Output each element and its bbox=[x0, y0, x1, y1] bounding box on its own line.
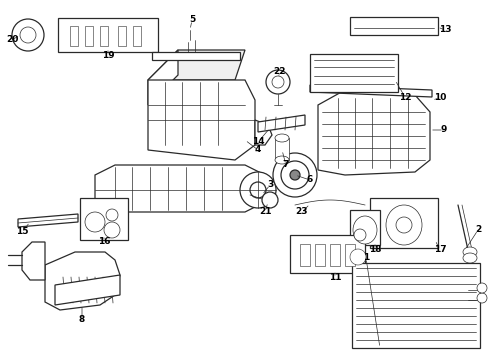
Bar bbox=[80, 198, 128, 240]
Bar bbox=[351, 263, 479, 348]
Text: 4: 4 bbox=[254, 145, 261, 154]
Ellipse shape bbox=[395, 217, 411, 233]
Polygon shape bbox=[258, 115, 305, 132]
Ellipse shape bbox=[462, 253, 476, 263]
Ellipse shape bbox=[272, 153, 316, 197]
Bar bbox=[314, 244, 325, 266]
Polygon shape bbox=[148, 80, 254, 160]
Ellipse shape bbox=[265, 70, 289, 94]
Ellipse shape bbox=[274, 134, 288, 142]
Text: 14: 14 bbox=[251, 138, 264, 147]
Polygon shape bbox=[148, 50, 178, 105]
Bar bbox=[369, 198, 437, 248]
Ellipse shape bbox=[385, 205, 421, 245]
Bar bbox=[289, 235, 364, 273]
Ellipse shape bbox=[353, 229, 365, 241]
Text: 10: 10 bbox=[433, 94, 445, 103]
Bar bbox=[58, 18, 158, 52]
Ellipse shape bbox=[462, 247, 476, 257]
Ellipse shape bbox=[349, 249, 365, 265]
Polygon shape bbox=[22, 242, 45, 280]
Ellipse shape bbox=[271, 76, 284, 88]
Polygon shape bbox=[45, 252, 120, 310]
Bar bbox=[274, 138, 288, 160]
Polygon shape bbox=[254, 120, 271, 145]
Text: 6: 6 bbox=[306, 175, 312, 184]
Polygon shape bbox=[148, 50, 244, 80]
Bar bbox=[349, 17, 437, 35]
Bar bbox=[349, 210, 379, 245]
Polygon shape bbox=[118, 26, 126, 46]
Bar bbox=[329, 244, 339, 266]
Text: 7: 7 bbox=[282, 161, 288, 170]
Ellipse shape bbox=[476, 293, 486, 303]
Polygon shape bbox=[55, 275, 120, 305]
Text: 1: 1 bbox=[362, 253, 368, 262]
Ellipse shape bbox=[476, 283, 486, 293]
Ellipse shape bbox=[85, 212, 105, 232]
Ellipse shape bbox=[20, 27, 36, 43]
Ellipse shape bbox=[352, 216, 376, 244]
Polygon shape bbox=[95, 165, 264, 212]
Polygon shape bbox=[317, 90, 429, 175]
Bar bbox=[309, 54, 397, 92]
Ellipse shape bbox=[289, 170, 299, 180]
Ellipse shape bbox=[240, 172, 275, 208]
Text: 18: 18 bbox=[368, 246, 381, 255]
Text: 3: 3 bbox=[266, 180, 273, 189]
Polygon shape bbox=[133, 26, 141, 46]
Text: 9: 9 bbox=[440, 126, 446, 135]
Ellipse shape bbox=[281, 161, 308, 189]
Text: 11: 11 bbox=[328, 274, 341, 283]
Text: 13: 13 bbox=[438, 26, 450, 35]
Ellipse shape bbox=[12, 19, 44, 51]
Polygon shape bbox=[18, 214, 78, 227]
Polygon shape bbox=[152, 52, 240, 60]
Polygon shape bbox=[309, 85, 431, 97]
Text: 5: 5 bbox=[188, 15, 195, 24]
Polygon shape bbox=[70, 26, 78, 46]
Text: 19: 19 bbox=[102, 50, 114, 59]
Text: 15: 15 bbox=[16, 228, 28, 237]
Text: 12: 12 bbox=[398, 93, 410, 102]
Ellipse shape bbox=[249, 182, 265, 198]
Bar bbox=[299, 244, 309, 266]
Ellipse shape bbox=[106, 209, 118, 221]
Text: 22: 22 bbox=[273, 68, 285, 77]
Ellipse shape bbox=[104, 222, 120, 238]
Polygon shape bbox=[100, 26, 108, 46]
Ellipse shape bbox=[262, 192, 278, 208]
Text: 8: 8 bbox=[79, 315, 85, 324]
Text: 2: 2 bbox=[474, 225, 480, 234]
Text: 17: 17 bbox=[433, 246, 446, 255]
Polygon shape bbox=[85, 26, 93, 46]
Text: 16: 16 bbox=[98, 238, 110, 247]
Text: 21: 21 bbox=[258, 207, 271, 216]
Text: 23: 23 bbox=[295, 207, 307, 216]
Ellipse shape bbox=[274, 156, 288, 164]
Bar bbox=[345, 244, 354, 266]
Text: 20: 20 bbox=[6, 36, 18, 45]
